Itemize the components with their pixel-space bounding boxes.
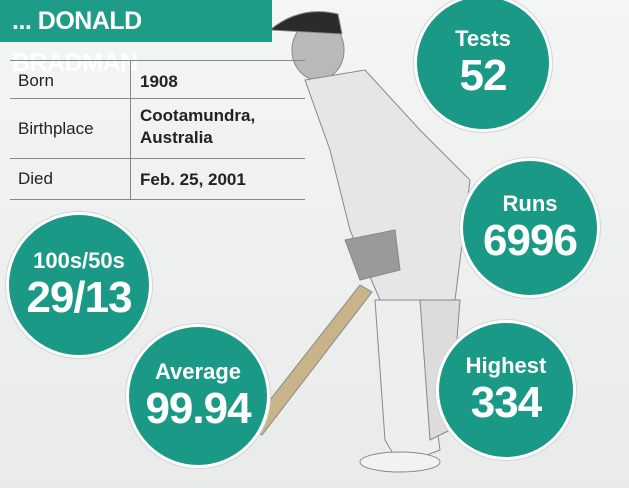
stat-label: Tests (455, 26, 511, 51)
info-row: Died Feb. 25, 2001 (10, 158, 305, 200)
stat-label: Average (154, 359, 241, 384)
stat-circle: Tests 52 (414, 0, 552, 132)
info-value: Feb. 25, 2001 (140, 170, 246, 189)
stat-value: 6996 (483, 216, 578, 265)
stat-value: 99.94 (145, 384, 251, 433)
stat-label: Highest (465, 353, 547, 378)
info-value: 1908 (140, 72, 178, 91)
stat-value: 29/13 (26, 273, 132, 322)
separator (130, 159, 131, 199)
separator (130, 61, 131, 99)
stat-circle: Highest 334 (436, 320, 576, 460)
stat-circle: Average 99.94 (126, 324, 270, 468)
stat-circle: 100s/50s 29/13 (6, 212, 152, 358)
info-key: Born (18, 71, 54, 90)
separator (130, 99, 131, 159)
info-key: Birthplace (18, 119, 94, 138)
stat-label: Runs (502, 191, 558, 216)
stat-value: 52 (459, 51, 508, 100)
title: ... DONALD BRADMAN (0, 0, 272, 77)
info-row: Born 1908 (10, 60, 305, 99)
info-row: Birthplace Cootamundra, Australia (10, 98, 305, 159)
info-value: Cootamundra, Australia (140, 106, 256, 147)
info-key: Died (18, 169, 53, 188)
stat-value: 334 (470, 378, 542, 427)
stat-label: 100s/50s (33, 248, 125, 273)
stat-circle: Runs 6996 (460, 158, 600, 298)
